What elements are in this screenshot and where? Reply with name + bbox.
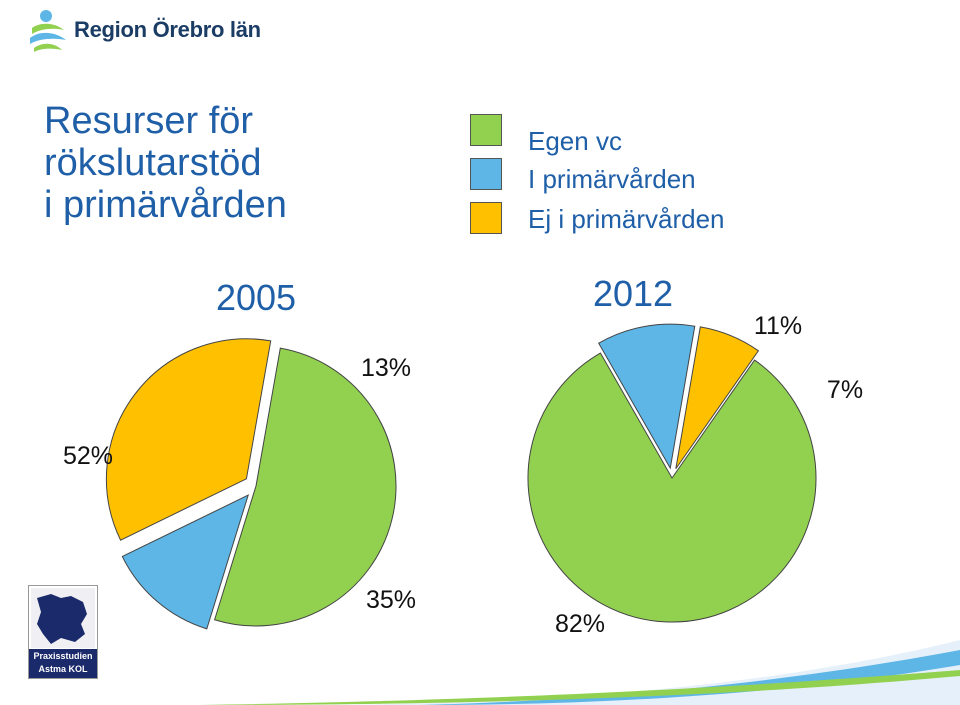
bottom-wave-decoration [0, 640, 960, 705]
title-line-3: i primärvården [44, 184, 287, 226]
data-label: 11% [754, 312, 802, 340]
badge-line-2: Astma KOL [38, 664, 88, 674]
legend-item-ej-i-primarvarden: Ej i primärvården [470, 202, 725, 234]
legend-item-egen-vc: Egen vc [470, 114, 622, 156]
pie-slice-2005-13 [121, 494, 250, 630]
data-label: 82% [555, 610, 605, 638]
pie-slice-2012-7 [675, 326, 760, 470]
legend-swatch-green [470, 114, 502, 146]
page-title: Resurser för rökslutarstöd i primärvårde… [44, 100, 344, 226]
legend-label: Ej i primärvården [528, 204, 725, 234]
region-logo-icon [30, 10, 66, 52]
logo: Region Örebro län [28, 8, 261, 52]
pie-slice-2005-52 [213, 347, 397, 627]
pie-slice-2005-35 [105, 338, 272, 541]
logo-text: Region Örebro län [74, 17, 261, 42]
pie-slice-2012-11 [598, 323, 696, 470]
badge-map [31, 588, 95, 648]
pie-slice-2012-82 [527, 352, 817, 623]
data-label: 35% [366, 586, 416, 614]
pies-group: 2005 52% 13% 35% 2012 82% 11% 7% [63, 273, 863, 638]
legend-label: I primärvården [528, 164, 696, 194]
title-line-1: Resurser för [44, 100, 254, 142]
badge-line-1: Praxisstudien [33, 651, 93, 661]
sweden-map-icon [37, 594, 87, 644]
bottom-wave-green [200, 670, 960, 705]
legend-swatch-yellow [470, 202, 502, 234]
badge-caption: Praxisstudien Astma KOL [29, 649, 97, 678]
legend-swatch-blue [470, 158, 502, 190]
legend-item-i-primarvarden: I primärvården [470, 158, 696, 194]
legend-label: Egen vc [528, 126, 622, 156]
title-line-2: rökslutarstöd [44, 142, 262, 184]
pie-title: 2005 [216, 277, 296, 318]
data-label: 52% [63, 442, 113, 470]
data-label: 7% [827, 376, 863, 404]
data-label: 13% [361, 354, 411, 382]
praxisstudien-badge: Praxisstudien Astma KOL [28, 585, 98, 679]
pie-title: 2012 [593, 273, 673, 314]
